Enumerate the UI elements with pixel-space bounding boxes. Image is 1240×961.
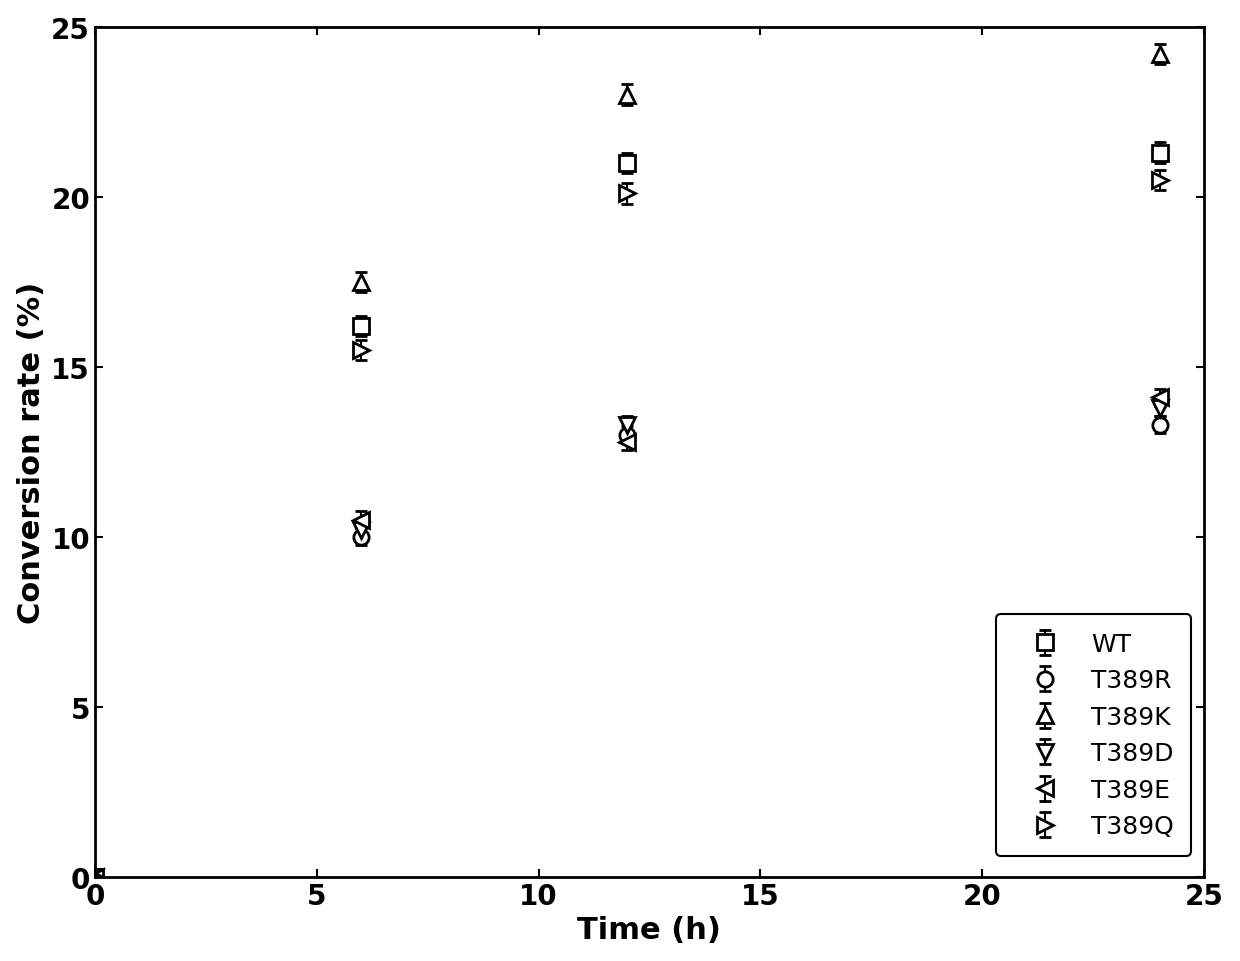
- Legend: WT, T389R, T389K, T389D, T389E, T389Q: WT, T389R, T389K, T389D, T389E, T389Q: [996, 615, 1192, 856]
- Y-axis label: Conversion rate (%): Conversion rate (%): [16, 282, 46, 624]
- X-axis label: Time (h): Time (h): [578, 916, 722, 945]
